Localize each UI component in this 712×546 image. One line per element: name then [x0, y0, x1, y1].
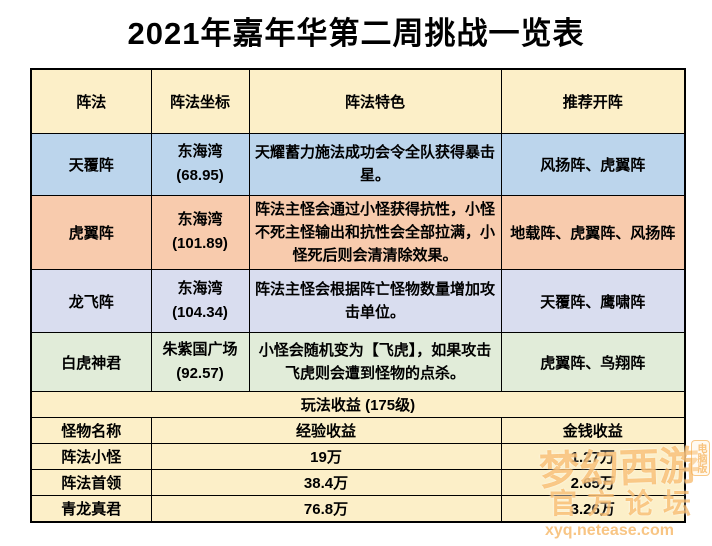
- col-header-coordinate: 阵法坐标: [150, 68, 250, 134]
- cell-feature: 阵法主怪会通过小怪获得抗性，小怪不死主怪输出和抗性会全部拉满，小怪死后则会清清除…: [248, 194, 502, 271]
- cell-feature: 阵法主怪会根据阵亡怪物数量增加攻击单位。: [248, 269, 502, 334]
- cell-monster-name: 阵法首领: [30, 469, 152, 497]
- table-row: 龙飞阵 东海湾 (104.34) 阵法主怪会根据阵亡怪物数量增加攻击单位。 天覆…: [30, 269, 686, 334]
- cell-coordinate: 朱紫国广场 (92.57): [150, 332, 250, 393]
- cell-coordinate: 东海湾 (101.89): [150, 194, 250, 271]
- cell-coordinate: 东海湾 (104.34): [150, 269, 250, 334]
- rewards-row: 阵法小怪 19万 1.27万: [30, 443, 686, 471]
- location-text: 东海湾: [177, 211, 223, 229]
- rewards-section-row: 玩法收益 (175级): [30, 391, 686, 419]
- cell-money-value: 1.27万: [500, 443, 686, 471]
- challenge-table: 阵法 阵法坐标 阵法特色 推荐开阵 天覆阵 东海湾 (68.95) 天耀蓄力施法…: [30, 68, 686, 524]
- rewards-header-row: 怪物名称 经验收益 金钱收益: [30, 417, 686, 445]
- location-text: 东海湾: [177, 143, 223, 160]
- location-text: 朱紫国广场: [162, 341, 238, 359]
- cell-exp-value: 76.8万: [150, 495, 502, 523]
- location-text: 东海湾: [177, 280, 223, 298]
- cell-feature: 小怪会随机变为【飞虎】，如果攻击飞虎则会遭到怪物的点杀。: [248, 332, 502, 393]
- table-header-row: 阵法 阵法坐标 阵法特色 推荐开阵: [30, 68, 686, 134]
- rewards-header-exp: 经验收益: [150, 417, 502, 445]
- cell-formation-name: 虎翼阵: [30, 194, 152, 271]
- col-header-recommend: 推荐开阵: [500, 68, 686, 134]
- cell-feature: 天耀蓄力施法成功会令全队获得暴击星。: [248, 132, 502, 196]
- cell-formation-name: 白虎神君: [30, 332, 152, 393]
- cell-coordinate: 东海湾 (68.95): [150, 132, 250, 196]
- coord-text: (92.57): [176, 365, 224, 383]
- rewards-header-monster: 怪物名称: [30, 417, 152, 445]
- cell-formation-name: 天覆阵: [30, 132, 152, 196]
- cell-recommend: 风扬阵、虎翼阵: [500, 132, 686, 196]
- cell-monster-name: 青龙真君: [30, 495, 152, 523]
- cell-recommend: 天覆阵、鹰啸阵: [500, 269, 686, 334]
- cell-money-value: 3.26万: [500, 495, 686, 523]
- col-header-formation: 阵法: [30, 68, 152, 134]
- cell-monster-name: 阵法小怪: [30, 443, 152, 471]
- cell-recommend: 虎翼阵、鸟翔阵: [500, 332, 686, 393]
- table-row: 白虎神君 朱紫国广场 (92.57) 小怪会随机变为【飞虎】，如果攻击飞虎则会遭…: [30, 332, 686, 393]
- coord-text: (68.95): [176, 167, 224, 184]
- table-row: 虎翼阵 东海湾 (101.89) 阵法主怪会通过小怪获得抗性，小怪不死主怪输出和…: [30, 194, 686, 271]
- rewards-section-title: 玩法收益 (175级): [30, 391, 686, 419]
- rewards-header-money: 金钱收益: [500, 417, 686, 445]
- page-title: 2021年嘉年华第二周挑战一览表: [127, 16, 585, 51]
- cell-money-value: 2.65万: [500, 469, 686, 497]
- col-header-feature: 阵法特色: [248, 68, 502, 134]
- cell-formation-name: 龙飞阵: [30, 269, 152, 334]
- cell-exp-value: 19万: [150, 443, 502, 471]
- watermark-url: xyq.netease.com: [545, 522, 674, 539]
- coord-text: (104.34): [172, 304, 228, 322]
- pc-version-badge: 电脑版: [691, 440, 710, 476]
- rewards-row: 阵法首领 38.4万 2.65万: [30, 469, 686, 497]
- table-row: 天覆阵 东海湾 (68.95) 天耀蓄力施法成功会令全队获得暴击星。 风扬阵、虎…: [30, 132, 686, 196]
- cell-exp-value: 38.4万: [150, 469, 502, 497]
- coord-text: (101.89): [172, 235, 228, 253]
- rewards-row: 青龙真君 76.8万 3.26万: [30, 495, 686, 523]
- cell-recommend: 地载阵、虎翼阵、风扬阵: [500, 194, 686, 271]
